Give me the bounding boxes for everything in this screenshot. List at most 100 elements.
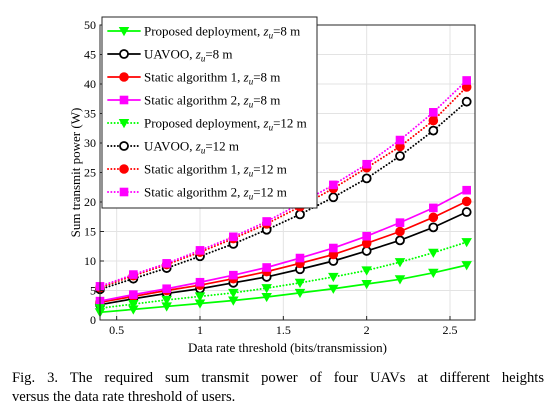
legend-label: Proposed deployment, zu=8 m xyxy=(144,24,300,41)
data-point xyxy=(362,231,371,241)
series-line xyxy=(99,264,468,314)
data-point xyxy=(361,173,372,184)
series-4 xyxy=(95,185,471,306)
legend-marker xyxy=(119,72,129,82)
figure-caption: Fig. 3. The required sum transmit power … xyxy=(12,369,544,407)
legend-label: Static algorithm 1, zu=12 m xyxy=(144,162,287,179)
y-tick-label: 25 xyxy=(84,166,96,180)
data-point xyxy=(328,192,339,203)
data-point xyxy=(294,288,306,299)
data-point xyxy=(294,278,306,289)
y-tick-label: 40 xyxy=(84,77,96,91)
legend-marker xyxy=(119,95,129,105)
legend-marker xyxy=(119,187,129,197)
x-tick-label: 2.5 xyxy=(443,323,458,337)
y-tick-label: 0 xyxy=(90,313,96,327)
series-1 xyxy=(94,261,472,318)
data-point xyxy=(461,196,472,207)
legend-label: UAVOO, zu=8 m xyxy=(144,47,233,64)
y-tick-label: 30 xyxy=(84,136,96,150)
data-point xyxy=(195,246,205,255)
legend-label: Static algorithm 2, zu=12 m xyxy=(144,185,287,202)
data-point xyxy=(295,253,305,263)
x-tick-label: 0.5 xyxy=(109,323,124,337)
legend-marker xyxy=(119,49,129,59)
data-point xyxy=(262,217,271,226)
data-point xyxy=(329,180,338,190)
series-line xyxy=(99,211,468,306)
series-line xyxy=(99,85,468,289)
data-point xyxy=(429,108,438,117)
y-tick-label: 45 xyxy=(84,48,96,62)
series-line xyxy=(99,189,468,302)
data-point xyxy=(229,232,238,242)
y-tick-label: 10 xyxy=(84,254,96,268)
y-tick-label: 15 xyxy=(84,225,96,239)
data-point xyxy=(361,266,372,276)
x-tick-label: 1 xyxy=(197,323,203,337)
data-point xyxy=(395,135,405,145)
legend: Proposed deployment, zu=8 m UAVOO, zu=8 m… xyxy=(101,16,318,209)
data-point xyxy=(462,76,471,85)
data-point xyxy=(194,292,206,302)
y-tick-label: 35 xyxy=(84,107,96,121)
data-point xyxy=(128,300,139,310)
data-point xyxy=(129,290,138,299)
data-point xyxy=(461,261,472,271)
data-point xyxy=(195,277,205,287)
data-point xyxy=(329,243,338,253)
data-point xyxy=(429,203,438,213)
data-point xyxy=(395,235,405,246)
data-point xyxy=(394,258,406,268)
data-point xyxy=(395,226,405,237)
data-point xyxy=(328,272,339,283)
data-point xyxy=(461,207,472,217)
y-tick-label: 50 xyxy=(84,18,96,32)
legend-box xyxy=(101,16,318,209)
legend-label: Static algorithm 2, zu=8 m xyxy=(144,93,280,110)
data-point xyxy=(395,151,405,161)
legend-label: Static algorithm 1, zu=8 m xyxy=(144,70,280,87)
x-axis-label: Data rate threshold (bits/transmission) xyxy=(188,340,387,355)
y-tick-label: 20 xyxy=(84,195,96,209)
caption-line-2: versus the data rate threshold of users. xyxy=(12,389,236,405)
data-point xyxy=(228,288,239,299)
tick-labels: 0.5 1 1.5 2 2.5 0 5 10 15 20 25 30 35 40 45 50 xyxy=(84,18,458,337)
data-point xyxy=(162,284,171,294)
data-point xyxy=(361,246,372,256)
data-point xyxy=(428,222,439,233)
data-point xyxy=(461,96,472,107)
legend-marker xyxy=(118,118,130,129)
data-point xyxy=(395,218,405,227)
data-point xyxy=(428,212,439,223)
data-point xyxy=(261,292,272,303)
data-point xyxy=(328,284,339,294)
data-point xyxy=(428,268,439,278)
series-line xyxy=(99,100,468,291)
data-point xyxy=(428,248,439,258)
y-tick-label: 5 xyxy=(90,284,96,298)
data-point xyxy=(428,125,439,136)
x-tick-label: 1.5 xyxy=(276,323,291,337)
y-axis-label: Sum transmit power (W) xyxy=(68,108,83,238)
data-point xyxy=(129,270,138,279)
series-line xyxy=(99,241,468,310)
data-point xyxy=(161,295,172,306)
legend-marker xyxy=(119,164,129,174)
legend-label: UAVOO, zu=12 m xyxy=(144,139,239,156)
x-tick-label: 2 xyxy=(364,323,370,337)
data-point xyxy=(362,159,371,169)
legend-marker xyxy=(119,141,129,151)
power-vs-rate-chart: 0.5 1 1.5 2 2.5 0 5 10 15 20 25 30 35 40 45 50 Data rat… xyxy=(68,16,476,355)
series-line xyxy=(99,200,468,304)
series-line xyxy=(99,79,468,288)
legend-marker xyxy=(118,26,130,37)
data-point xyxy=(462,185,471,195)
data-point xyxy=(428,115,439,126)
data-point xyxy=(261,284,272,294)
caption-line-1: Fig. 3. The required sum transmit power … xyxy=(12,370,544,386)
data-point xyxy=(262,263,271,272)
data-point xyxy=(394,275,406,285)
data-point xyxy=(361,279,372,290)
data-point xyxy=(229,270,238,280)
